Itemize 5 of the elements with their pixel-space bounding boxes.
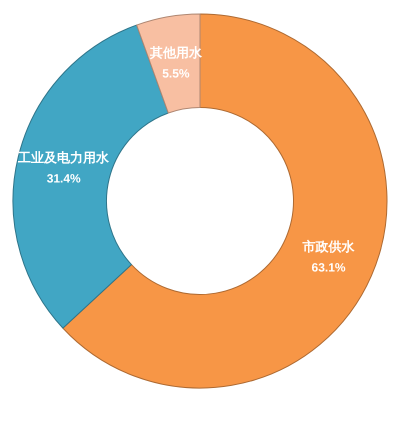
data-label: 31.4% (46, 171, 82, 186)
data-label: 63.1% (312, 260, 346, 275)
data-label: 5.5% (162, 66, 190, 80)
slice-label: 工业及电力用水 (17, 150, 110, 165)
slice-label: 市政供水 (302, 239, 356, 254)
